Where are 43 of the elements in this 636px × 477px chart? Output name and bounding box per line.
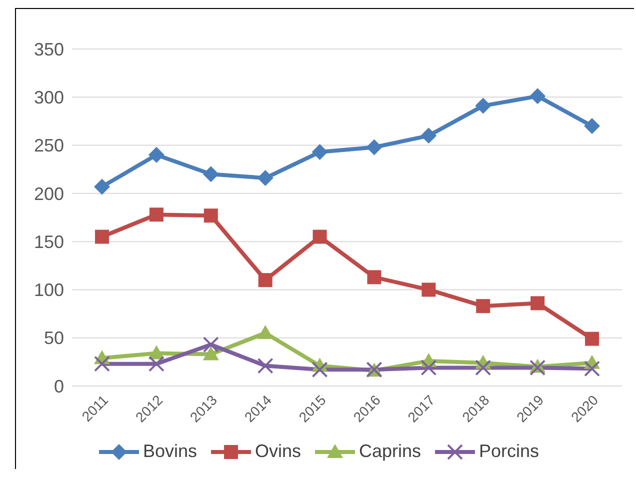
- point: [530, 88, 546, 104]
- y-tick-label: 250: [34, 136, 64, 156]
- y-tick-label: 350: [34, 39, 64, 60]
- point: [475, 360, 492, 376]
- point: [420, 360, 437, 376]
- y-tick-label: 0: [54, 376, 64, 396]
- legend-label: Porcins: [479, 441, 540, 462]
- legend-label: Bovins: [142, 441, 197, 462]
- point: [584, 118, 600, 134]
- point: [202, 166, 219, 182]
- point: [257, 358, 274, 374]
- point: [202, 336, 219, 353]
- point: [95, 230, 109, 244]
- point: [202, 346, 219, 360]
- point: [94, 356, 110, 372]
- point: [312, 144, 328, 160]
- point: [258, 273, 272, 288]
- point: [585, 332, 599, 346]
- point: [312, 362, 328, 378]
- point: [475, 98, 492, 114]
- point: [366, 139, 382, 156]
- point: [584, 360, 600, 377]
- y-tick-label: 150: [34, 232, 64, 252]
- point: [94, 178, 110, 195]
- point: [530, 360, 546, 376]
- point: [148, 356, 164, 372]
- point: [148, 146, 164, 163]
- legend-label: Ovins: [254, 441, 301, 462]
- point: [149, 208, 164, 222]
- y-tick-label: 200: [34, 184, 64, 204]
- y-tick-label: 100: [34, 280, 64, 300]
- y-tick-label: 50: [44, 328, 64, 348]
- legend-label: Caprins: [358, 441, 422, 462]
- point: [422, 282, 436, 297]
- point: [367, 270, 382, 284]
- point: [476, 299, 490, 314]
- point: [312, 230, 327, 244]
- point: [530, 296, 545, 310]
- point: [420, 128, 437, 144]
- point: [257, 170, 274, 186]
- point: [257, 325, 274, 340]
- point: [204, 208, 218, 223]
- y-tick-label: 300: [34, 88, 64, 108]
